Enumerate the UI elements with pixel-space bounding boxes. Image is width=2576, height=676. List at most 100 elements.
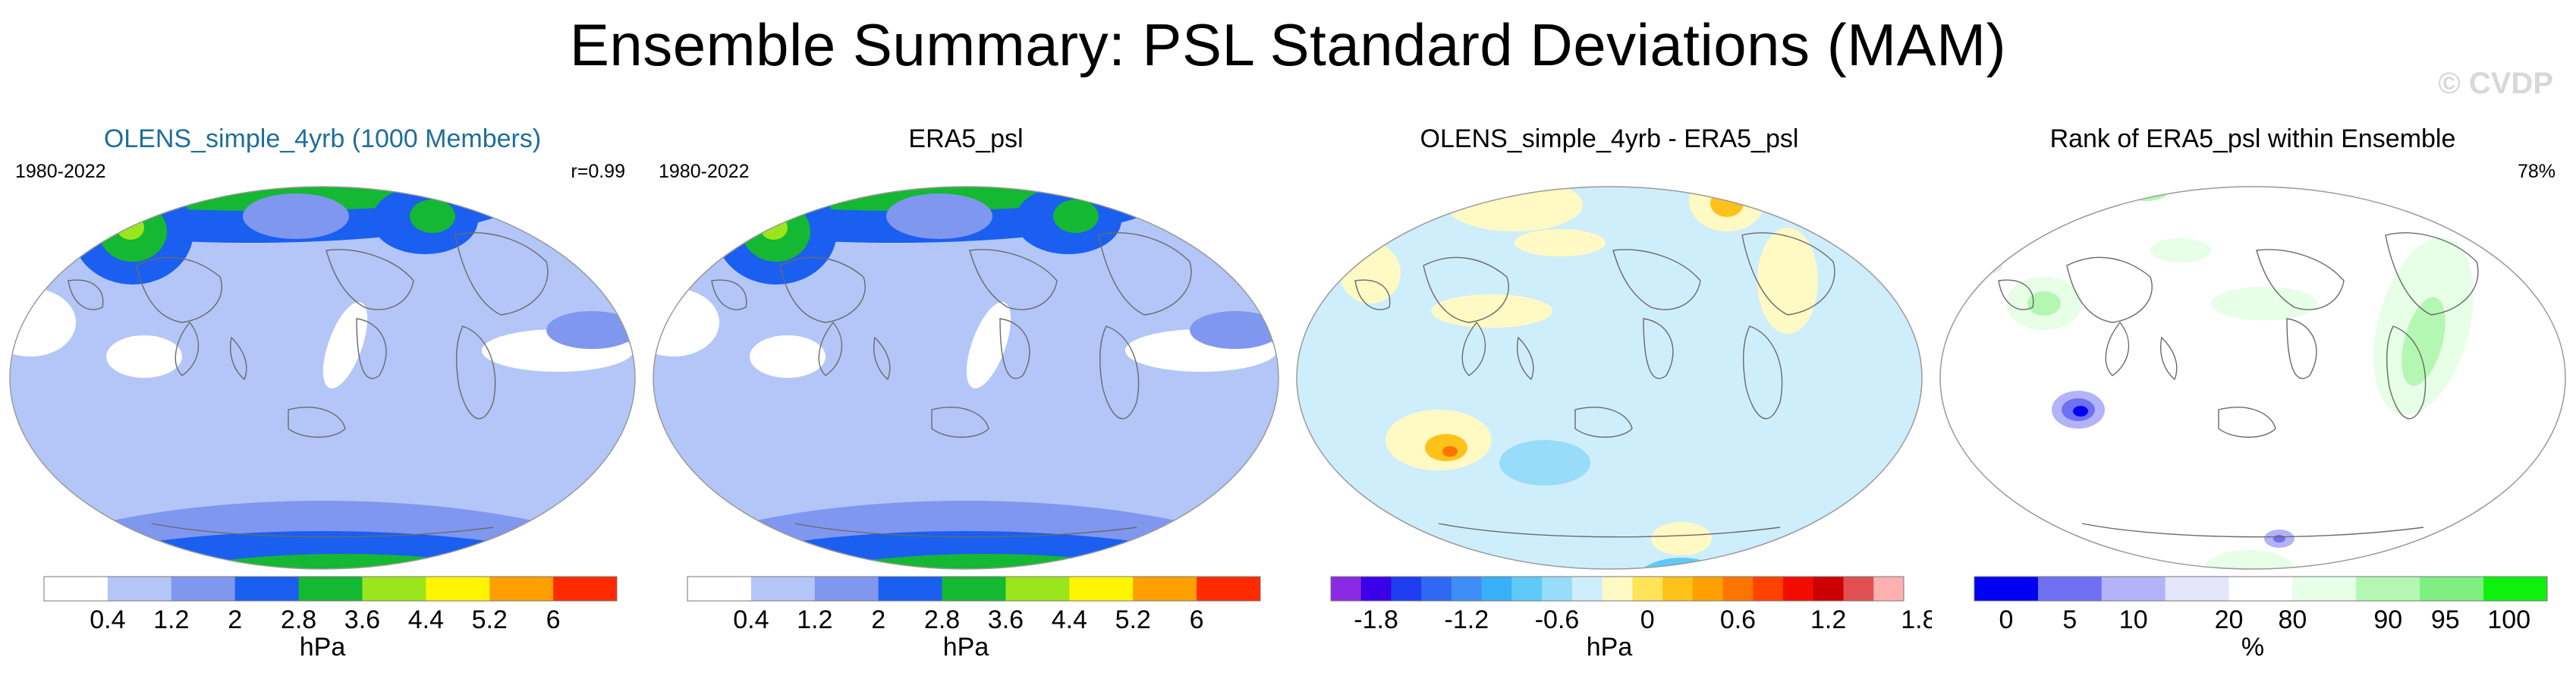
coastline xyxy=(1743,325,1783,420)
colorbar-rank: 0 5 10 20 80 90 95 100% xyxy=(1974,576,2548,662)
colorbar-tick-label: -1.2 xyxy=(1445,605,1489,634)
tropic-west xyxy=(653,288,719,357)
coastline xyxy=(356,318,387,379)
map-outline xyxy=(9,186,636,570)
colorbar-bin xyxy=(1813,577,1845,601)
atlantic-ring xyxy=(546,311,635,349)
colorbar-tick-label: 5 xyxy=(2062,605,2077,634)
coastline xyxy=(1099,325,1140,420)
colorbar-bin xyxy=(1843,577,1874,601)
green-tropic xyxy=(2211,287,2317,320)
period-label: 1980-2022 xyxy=(15,161,106,182)
map-olens xyxy=(9,186,636,570)
colorbar-bin xyxy=(1783,577,1814,601)
atlantic-low-core xyxy=(1053,200,1099,233)
colorbar-bin xyxy=(2292,577,2357,601)
colorbar-units: % xyxy=(2241,633,2264,662)
coastline xyxy=(2218,407,2276,438)
colorbar-bin xyxy=(1481,577,1512,601)
coastline xyxy=(175,321,200,376)
map-difference xyxy=(1296,186,1923,570)
colorbar-bin xyxy=(1331,577,1362,601)
colorbar-bin xyxy=(687,577,752,601)
colorbar-tick-label: 2 xyxy=(871,605,885,634)
colorbar-frame xyxy=(43,576,618,602)
green-americas-core xyxy=(2401,297,2445,386)
panel-olens: OLENS_simple_4yrb (1000 Members) 1980-20… xyxy=(0,114,645,675)
colorbar-bin xyxy=(2356,577,2420,601)
colorbar-bin xyxy=(2037,577,2103,601)
colorbar-bin xyxy=(44,577,109,601)
colorbar-bin xyxy=(1511,577,1543,601)
coastline xyxy=(454,232,549,316)
coastline xyxy=(1574,407,1633,438)
coastline xyxy=(711,279,747,310)
coastline xyxy=(931,407,989,438)
pos-australia-max xyxy=(1442,446,1458,457)
blue-australia-core xyxy=(2073,406,2088,417)
colorbar-olens: 0.4 1.2 2 2.8 3.6 4.4 5.2 6 hPa xyxy=(43,576,618,662)
coastline xyxy=(794,523,1137,538)
coastline xyxy=(326,249,414,310)
map-outline xyxy=(1296,186,1923,570)
panel-era5: ERA5_psl 1980-2022 0.4 1.2 2 2.8 3.6 4.4 5.2 6 h… xyxy=(643,114,1288,675)
colorbar-bin xyxy=(814,577,879,601)
coastline xyxy=(2105,321,2130,376)
colorbar-tick-label: 3.6 xyxy=(344,605,380,634)
colorbar-bin xyxy=(426,577,490,601)
map-era5 xyxy=(653,186,1279,570)
colorbar-bin xyxy=(1360,577,1392,601)
atlantic-ring xyxy=(1190,311,1279,349)
panel-title: ERA5_psl xyxy=(908,124,1024,153)
colorbar-tick-label: 2.8 xyxy=(281,605,316,634)
colorbar-bin xyxy=(107,577,172,601)
tropic-west xyxy=(10,288,76,357)
rank-percent-label: 78% xyxy=(2517,161,2556,182)
panel-title: OLENS_simple_4yrb - ERA5_psl xyxy=(1420,124,1799,153)
colorbar-bin xyxy=(298,577,363,601)
colorbar-tick-label: 0 xyxy=(1999,605,2013,634)
coastline xyxy=(2160,336,2178,381)
colorbar-bin xyxy=(1602,577,1633,601)
colorbar-bin xyxy=(362,577,426,601)
colorbar-tick-label: -1.8 xyxy=(1354,605,1398,634)
coastline xyxy=(1461,321,1486,376)
coastline xyxy=(818,321,843,376)
colorbar-tick-label: 20 xyxy=(2215,605,2244,634)
coastline xyxy=(1741,232,1835,316)
colorbar-bin xyxy=(171,577,236,601)
colorbar-tick-label: 10 xyxy=(2119,605,2148,634)
colorbar-bin xyxy=(1662,577,1694,601)
colorbar-bin xyxy=(1133,577,1197,601)
coastline xyxy=(456,325,496,420)
colorbar-bin xyxy=(1873,577,1904,601)
colorbar-tick-label: 0.4 xyxy=(90,605,125,634)
coastline xyxy=(230,336,247,381)
colorbar-bin xyxy=(1753,577,1784,601)
coastline xyxy=(136,256,222,323)
colorbar-tick-label: 6 xyxy=(1190,605,1204,634)
pos-tropic xyxy=(1431,294,1552,328)
coastline xyxy=(288,407,346,438)
coastline xyxy=(1998,279,2034,310)
coastline xyxy=(2081,523,2424,538)
coastline xyxy=(1517,336,1534,381)
colorbar-tick-label: 0.6 xyxy=(1720,605,1756,634)
north-mid-ring xyxy=(243,193,349,239)
colorbar-bin xyxy=(1542,577,1573,601)
colorbar-bin xyxy=(553,577,618,601)
coastline xyxy=(68,279,104,310)
colorbar-tick-label: 5.2 xyxy=(472,605,508,634)
colorbar-bin xyxy=(1451,577,1483,601)
coastline xyxy=(999,318,1030,379)
colorbar-tick-label: 80 xyxy=(2279,605,2307,634)
colorbar-era5: 0.4 1.2 2 2.8 3.6 4.4 5.2 6 hPa xyxy=(687,576,1261,662)
colorbar-bin xyxy=(878,577,943,601)
colorbar-tick-label: 0 xyxy=(1640,605,1655,634)
colorbar-tick-label: 2 xyxy=(228,605,242,634)
coastline xyxy=(1423,256,1509,323)
colorbar-bin xyxy=(1632,577,1663,601)
colorbar-bin xyxy=(234,577,300,601)
colorbar-bin xyxy=(1005,577,1070,601)
colorbar-frame xyxy=(1974,576,2548,602)
